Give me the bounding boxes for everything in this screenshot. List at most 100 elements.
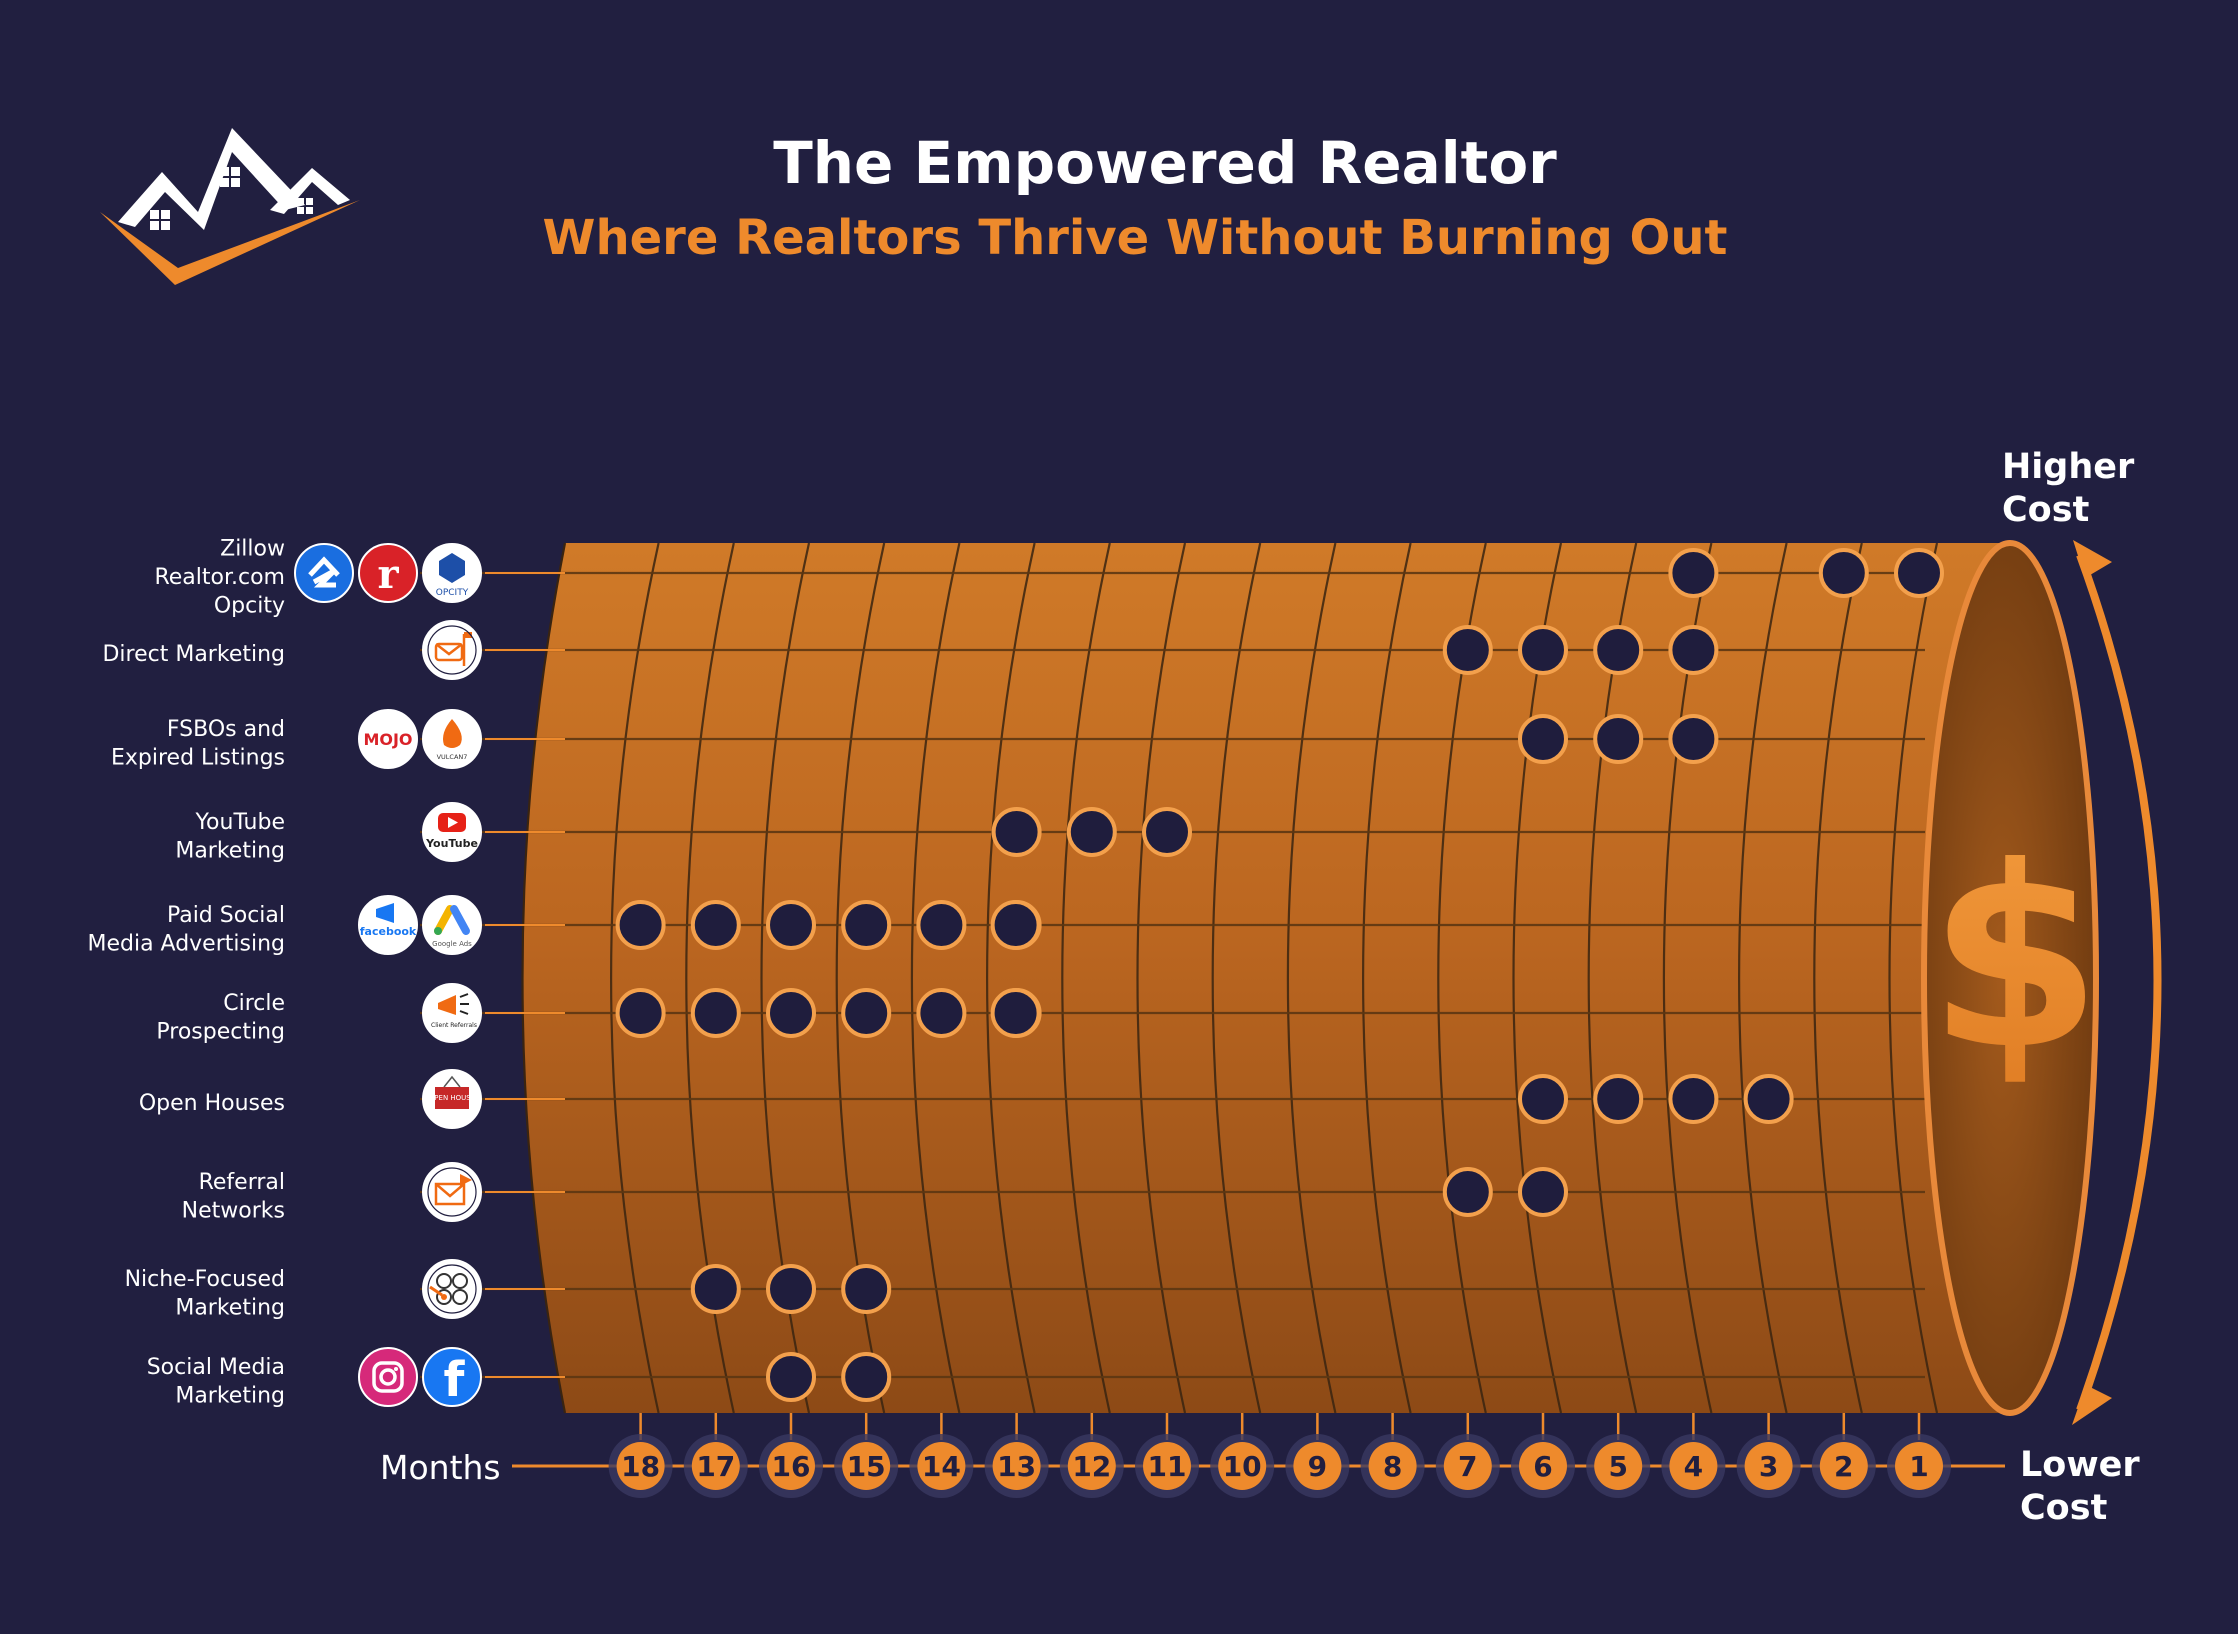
svg-text:r: r (377, 551, 399, 598)
category-label: Open Houses (139, 1091, 285, 1116)
month-marker (766, 1352, 816, 1402)
svg-text:VULCAN7: VULCAN7 (437, 753, 468, 761)
svg-text:Client Referrals: Client Referrals (431, 1022, 477, 1029)
mojo-icon: MOJO (358, 709, 418, 769)
opcity-icon: OPCITY (422, 543, 482, 603)
category-label: Media Advertising (87, 931, 285, 956)
month-marker (990, 900, 1041, 950)
month-marker (1668, 548, 1719, 598)
month-marker (690, 988, 741, 1038)
megaphone-icon: Client Referrals (422, 983, 482, 1043)
month-tick: 16 (759, 1413, 823, 1498)
month-tick-label: 4 (1684, 1450, 1703, 1483)
svg-text:YouTube: YouTube (425, 837, 478, 850)
month-tick: 9 (1285, 1413, 1350, 1498)
month-marker (841, 900, 892, 950)
cost-cylinder (420, 540, 2099, 1416)
higher-cost-label-line1: Higher (2002, 447, 2135, 487)
category-label: Zillow (220, 537, 285, 562)
month-marker (615, 988, 666, 1038)
facebook-ads-icon: facebook (358, 895, 418, 955)
month-tick: 11 (1135, 1413, 1199, 1498)
month-marker (1593, 625, 1644, 675)
category-label: Paid Social (167, 903, 285, 928)
category-label: Networks (182, 1198, 285, 1223)
month-marker (1518, 1167, 1568, 1217)
category-row: Direct Marketing (102, 620, 1719, 680)
svg-text:f: f (444, 1352, 466, 1408)
month-tick-label: 17 (696, 1450, 735, 1483)
month-marker (690, 900, 741, 950)
svg-text:OPEN HOUSE: OPEN HOUSE (429, 1094, 475, 1102)
month-marker (1668, 625, 1719, 675)
dollar-symbol: $ (1928, 813, 2102, 1104)
category-label: Direct Marketing (102, 642, 285, 667)
category-row: Open Houses OPEN HOUSE (139, 1069, 1794, 1129)
mailbox-icon (422, 620, 482, 680)
svg-text:MOJO: MOJO (363, 730, 412, 749)
category-label: Referral (199, 1170, 285, 1195)
zillow-icon (294, 543, 354, 603)
month-marker (1518, 1074, 1568, 1124)
referral-envelope-icon (422, 1162, 482, 1222)
month-tick: 8 (1360, 1413, 1425, 1498)
month-marker (1518, 714, 1568, 764)
category-row: Circle Prospecting Client Referrals (156, 983, 1042, 1044)
logo-icon (100, 128, 360, 285)
month-tick-label: 7 (1458, 1450, 1477, 1483)
lower-cost-label-line2: Cost (2020, 1488, 2107, 1528)
month-marker (1593, 1074, 1644, 1124)
category-row: FSBOs and Expired Listings MOJO VULCAN7 (111, 709, 1719, 770)
month-marker (1518, 625, 1568, 675)
month-tick: 1 (1887, 1413, 1951, 1498)
month-tick-label: 10 (1223, 1450, 1262, 1483)
category-label: Expired Listings (111, 745, 285, 770)
month-tick-label: 14 (922, 1450, 961, 1483)
month-marker (766, 1264, 816, 1314)
category-label: YouTube (195, 810, 285, 835)
vulcan7-icon: VULCAN7 (422, 709, 482, 769)
month-tick: 13 (984, 1413, 1049, 1498)
month-marker (615, 900, 666, 950)
month-marker (990, 988, 1041, 1038)
months-axis: Months 18 17 16 15 14 13 12 11 10 9 8 7 6 5 4 3 2 1 (380, 1413, 2005, 1498)
category-row: Referral Networks (182, 1162, 1568, 1223)
category-row: Zillow Realtor.com Opcity r OPCITY (154, 537, 1944, 619)
facebook-icon: f (422, 1347, 482, 1408)
svg-text:OPCITY: OPCITY (436, 588, 469, 598)
month-tick: 2 (1811, 1413, 1876, 1498)
instagram-icon (358, 1347, 418, 1407)
month-tick: 14 (909, 1413, 974, 1498)
month-tick-label: 2 (1834, 1450, 1853, 1483)
open-house-sign-icon: OPEN HOUSE (422, 1069, 482, 1129)
month-tick-label: 8 (1383, 1450, 1402, 1483)
month-tick-label: 11 (1148, 1450, 1187, 1483)
youtube-icon: YouTube (422, 802, 482, 862)
page-title: The Empowered Realtor (773, 129, 1557, 197)
month-tick: 7 (1435, 1413, 1500, 1498)
month-marker (841, 1352, 892, 1402)
month-marker (1743, 1074, 1794, 1124)
month-marker (1066, 807, 1117, 857)
category-label: Marketing (175, 1295, 285, 1320)
month-tick-label: 15 (847, 1450, 886, 1483)
category-row: Paid Social Media Advertising facebook Goog… (87, 895, 1042, 956)
month-tick-label: 18 (621, 1450, 660, 1483)
month-marker (1894, 548, 1944, 598)
month-tick: 10 (1210, 1413, 1275, 1498)
category-label: Social Media (147, 1355, 285, 1380)
month-marker (1593, 714, 1644, 764)
month-marker (1668, 714, 1719, 764)
month-tick-label: 3 (1759, 1450, 1778, 1483)
month-marker (766, 900, 816, 950)
month-marker (1818, 548, 1869, 598)
month-tick-label: 9 (1308, 1450, 1327, 1483)
page-subtitle: Where Realtors Thrive Without Burning Ou… (543, 210, 1728, 266)
category-row: Niche-Focused Marketing (125, 1259, 892, 1320)
target-icon (422, 1259, 482, 1319)
month-marker (916, 988, 967, 1038)
month-marker (1142, 807, 1192, 857)
category-label: Niche-Focused (125, 1267, 285, 1292)
